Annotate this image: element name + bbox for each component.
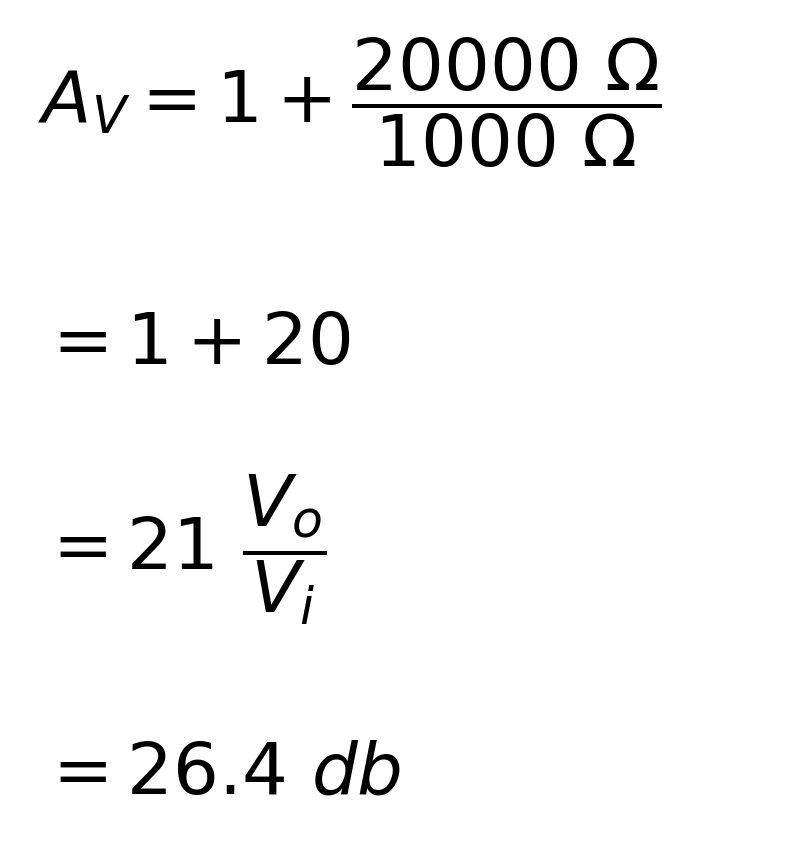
Text: $= 21\ \dfrac{V_o}{V_i}$: $= 21\ \dfrac{V_o}{V_i}$ bbox=[38, 472, 326, 627]
Text: $= 26.4\ db$: $= 26.4\ db$ bbox=[38, 738, 402, 808]
Text: $= 1 + 20$: $= 1 + 20$ bbox=[38, 308, 350, 379]
Text: $A_V = 1 + \dfrac{20000\ \Omega}{1000\ \Omega}$: $A_V = 1 + \dfrac{20000\ \Omega}{1000\ \… bbox=[38, 36, 662, 170]
